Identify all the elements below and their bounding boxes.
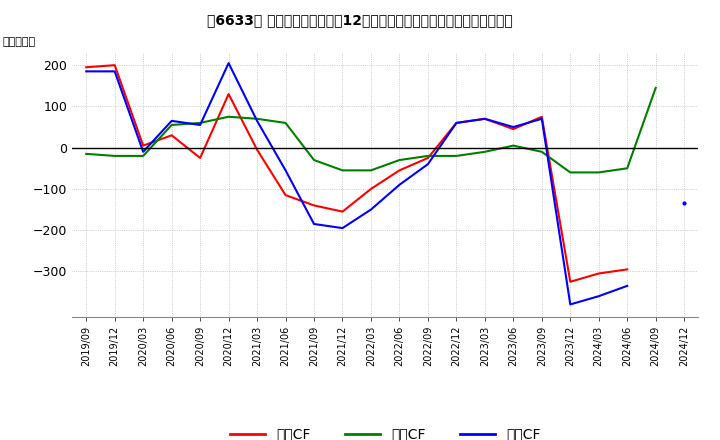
Legend: 営業CF, 投賃CF, フリCF: 営業CF, 投賃CF, フリCF (225, 422, 546, 440)
Text: 【6633】 キャッシュフローの12か月移動合計の対前年同期増減額の推移: 【6633】 キャッシュフローの12か月移動合計の対前年同期増減額の推移 (207, 13, 513, 27)
Y-axis label: （百万円）: （百万円） (2, 37, 35, 47)
